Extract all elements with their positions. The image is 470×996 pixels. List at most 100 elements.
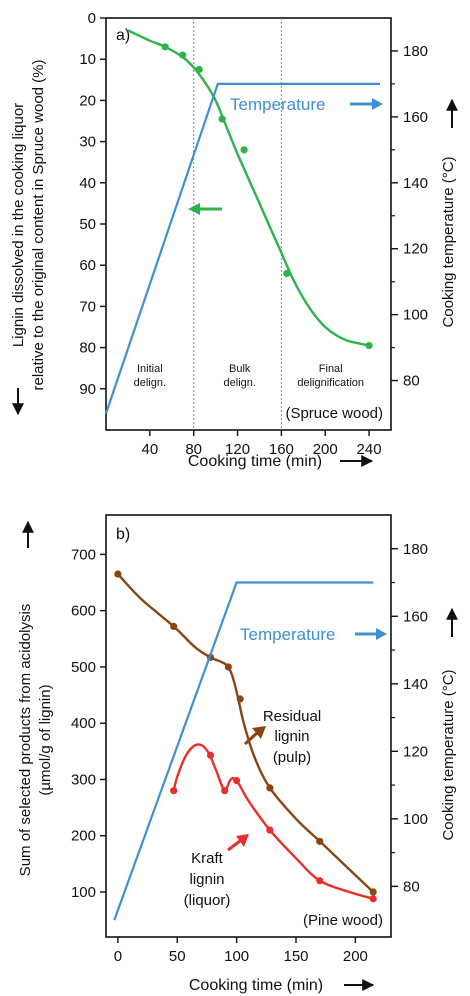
x-tick-label: 120 [225, 441, 250, 458]
panel-b-kraft-label-1: Kraft [191, 850, 224, 867]
data-point [206, 751, 215, 759]
y-tick-label: 70 [79, 298, 96, 315]
x-tick-label: 40 [142, 441, 159, 458]
data-point [161, 43, 169, 51]
x-tick-label: 0 [114, 948, 122, 965]
right-tick-label: 120 [403, 241, 428, 258]
data-point [179, 51, 187, 59]
panel-a-label: a) [116, 27, 130, 44]
panel-a-lignin-arrowhead [188, 203, 200, 215]
series-line [172, 743, 374, 900]
panel-b-residual-label-3: (pulp) [273, 749, 311, 766]
data-point [195, 65, 203, 74]
data-point [266, 826, 274, 834]
y-tick-label: 100 [71, 884, 96, 901]
data-point [170, 787, 178, 795]
panel-b-kraft-label-3: (liquor) [184, 892, 231, 909]
panel-a-y-axis-label-1: Lignin dissolved in the cooking liquor [10, 103, 27, 347]
panel-b-label: b) [116, 526, 130, 543]
panel-a-x-ticks: 40 80 120 160 200 240 [142, 430, 382, 458]
right-tick-label: 100 [403, 811, 428, 828]
x-tick-label: 80 [185, 441, 202, 458]
data-point [316, 877, 324, 885]
data-point [240, 146, 248, 154]
panel-b-y-axis-label-1: Sum of selected products from acidolysis [17, 604, 34, 877]
data-point [114, 570, 122, 578]
panel-b: b) 0 50 100 150 200 100 200 300 400 500 600 700 80… [17, 514, 458, 994]
phase-label: Bulk [229, 363, 251, 375]
series-line [127, 29, 370, 347]
right-tick-label: 100 [403, 307, 428, 324]
panel-b-residual-arrow [243, 731, 259, 746]
data-point [221, 787, 229, 795]
right-tick-label: 160 [403, 109, 428, 126]
y-tick-label: 600 [71, 603, 96, 620]
y-tick-label: 20 [79, 92, 96, 109]
y-tick-label: 0 [88, 10, 96, 27]
y-tick-label: 80 [79, 340, 96, 357]
x-tick-label: 150 [283, 948, 308, 965]
data-point [218, 115, 226, 123]
y-tick-label: 30 [79, 134, 96, 151]
x-tick-label: 200 [313, 441, 338, 458]
panel-a-right-ticks: 80 100 120 140 160 180 [391, 43, 428, 390]
data-point [236, 695, 244, 703]
x-tick-label: 50 [169, 948, 186, 965]
y-tick-label: 40 [79, 175, 96, 192]
right-tick-label: 140 [403, 676, 428, 693]
panel-b-y-ticks: 100 200 300 400 500 600 700 [71, 546, 106, 901]
panel-b-kraft-arrow [227, 839, 241, 852]
y-tick-label: 60 [79, 257, 96, 274]
right-tick-label: 160 [403, 608, 428, 625]
data-point [369, 888, 377, 896]
data-point [170, 622, 178, 631]
right-tick-label: 180 [403, 541, 428, 558]
data-point [316, 837, 324, 845]
x-tick-label: 200 [343, 948, 368, 965]
panel-b-kraft-arrowhead [236, 834, 249, 847]
y-tick-label: 90 [79, 381, 96, 398]
panel-b-right-axis-label: Cooking temperature (°C) [440, 669, 457, 840]
y-tick-label: 700 [71, 546, 96, 563]
panel-b-x-axis-label: Cooking time (min) [189, 977, 323, 994]
x-tick-label: 240 [357, 441, 382, 458]
y-tick-label: 200 [71, 828, 96, 845]
panel-b-temperature-label: Temperature [240, 625, 335, 644]
phase-label: delign. [134, 377, 166, 389]
y-tick-label: 500 [71, 659, 96, 676]
right-tick-label: 140 [403, 175, 428, 192]
data-point [365, 341, 373, 350]
series-line [117, 573, 375, 893]
panel-a-phase-markers: Initial delign. Bulk delign. Final delignific… [134, 18, 364, 430]
panel-b-right-ticks: 80 100 120 140 160 180 [391, 541, 428, 895]
phase-label: Initial [137, 363, 163, 375]
data-point [266, 784, 274, 792]
panel-b-series [113, 570, 377, 921]
data-point [224, 663, 232, 671]
panel-a-y-ticks: 0 10 20 30 40 50 60 70 80 90 [79, 10, 106, 398]
panel-b-x-ticks: 0 50 100 150 200 [114, 937, 368, 965]
right-tick-label: 180 [403, 43, 428, 60]
panel-a-temperature-arrowhead [372, 98, 383, 110]
y-tick-label: 50 [79, 216, 96, 233]
y-tick-label: 300 [71, 771, 96, 788]
phase-label: Final [319, 363, 343, 375]
series-line [104, 82, 380, 414]
panel-a-x-axis-label: Cooking time (min) [188, 453, 322, 470]
phase-label: delign. [224, 377, 256, 389]
panel-a-y-axis-label-2: relative to the original content in Spru… [30, 59, 47, 390]
panel-a-series [104, 29, 380, 414]
data-point [369, 895, 377, 903]
x-tick-label: 100 [224, 948, 249, 965]
series-line [113, 581, 374, 921]
y-tick-label: 400 [71, 715, 96, 732]
panel-b-residual-label-1: Residual [263, 708, 321, 725]
panel-b-residual-arrowhead [252, 726, 266, 739]
panel-b-temperature-arrowhead [376, 628, 387, 640]
phase-label: delignification [297, 377, 364, 389]
panel-b-wood-label: (Pine wood) [303, 912, 383, 929]
panel-a-right-axis-label: Cooking temperature (°C) [440, 156, 457, 327]
panel-b-y-axis-label-2: (µmol/g of lignin) [37, 684, 54, 795]
panel-b-residual-label-2: lignin [274, 728, 309, 745]
